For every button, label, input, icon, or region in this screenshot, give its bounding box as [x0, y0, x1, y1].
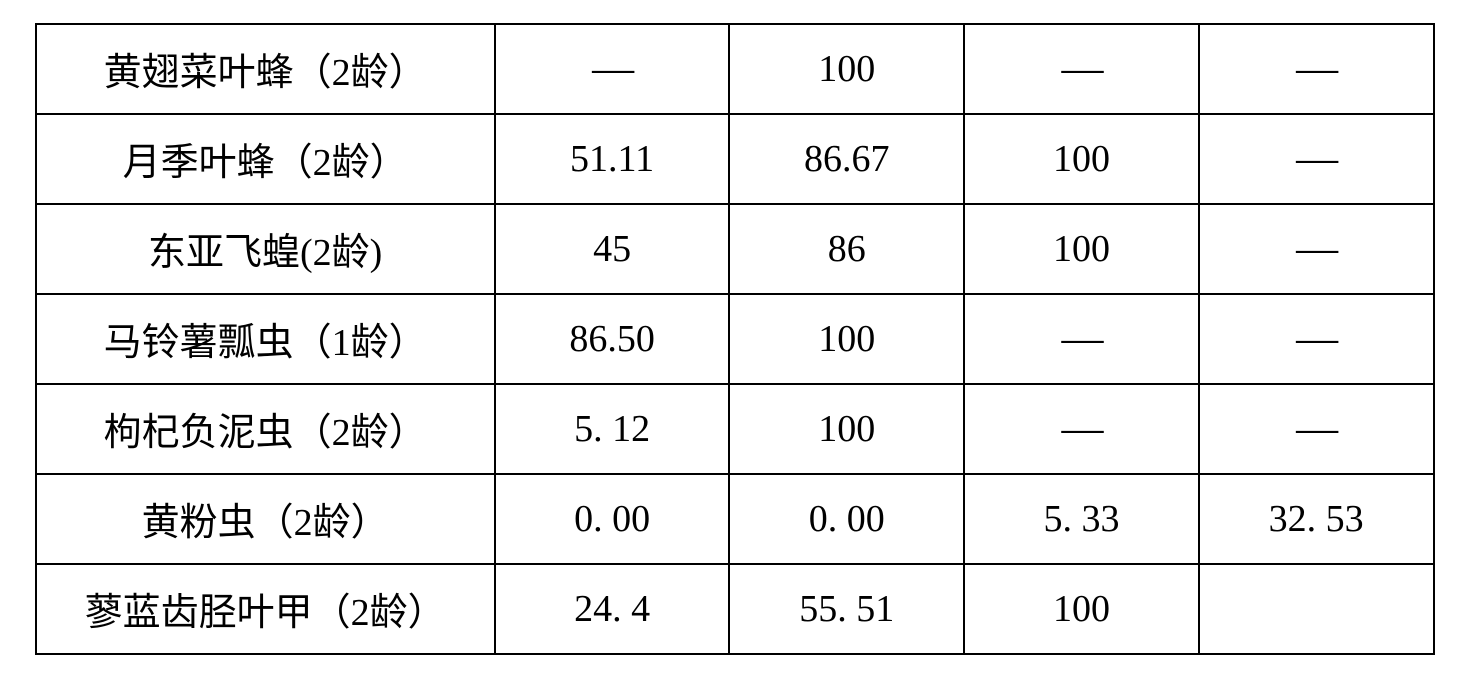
data-cell: —	[1199, 294, 1434, 384]
data-cell: —	[1199, 114, 1434, 204]
table-row: 月季叶蜂（2龄） 51.11 86.67 100 —	[36, 114, 1434, 204]
data-cell: —	[964, 384, 1199, 474]
data-cell: 100	[964, 114, 1199, 204]
data-cell: 5. 33	[964, 474, 1199, 564]
data-cell: 0. 00	[495, 474, 730, 564]
data-cell: 32. 53	[1199, 474, 1434, 564]
table-row: 黄翅菜叶蜂（2龄） — 100 — —	[36, 24, 1434, 114]
data-cell: —	[964, 24, 1199, 114]
data-cell: 86.50	[495, 294, 730, 384]
table-row: 蓼蓝齿胫叶甲（2龄） 24. 4 55. 51 100	[36, 564, 1434, 654]
data-cell: —	[1199, 24, 1434, 114]
data-cell: —	[1199, 384, 1434, 474]
data-cell: 24. 4	[495, 564, 730, 654]
row-label: 东亚飞蝗(2龄)	[36, 204, 495, 294]
data-cell: 100	[729, 294, 964, 384]
data-cell: 100	[964, 564, 1199, 654]
data-cell: 0. 00	[729, 474, 964, 564]
data-table-container: 黄翅菜叶蜂（2龄） — 100 — — 月季叶蜂（2龄） 51.11 86.67…	[35, 23, 1435, 655]
data-cell: 100	[729, 384, 964, 474]
data-cell	[1199, 564, 1434, 654]
data-table: 黄翅菜叶蜂（2龄） — 100 — — 月季叶蜂（2龄） 51.11 86.67…	[35, 23, 1435, 655]
table-row: 枸杞负泥虫（2龄） 5. 12 100 — —	[36, 384, 1434, 474]
data-cell: 5. 12	[495, 384, 730, 474]
data-cell: 86	[729, 204, 964, 294]
row-label: 蓼蓝齿胫叶甲（2龄）	[36, 564, 495, 654]
row-label: 枸杞负泥虫（2龄）	[36, 384, 495, 474]
row-label: 马铃薯瓢虫（1龄）	[36, 294, 495, 384]
table-row: 马铃薯瓢虫（1龄） 86.50 100 — —	[36, 294, 1434, 384]
data-cell: 51.11	[495, 114, 730, 204]
data-cell: 55. 51	[729, 564, 964, 654]
row-label: 月季叶蜂（2龄）	[36, 114, 495, 204]
data-cell: 45	[495, 204, 730, 294]
data-cell: —	[1199, 204, 1434, 294]
table-row: 黄粉虫（2龄） 0. 00 0. 00 5. 33 32. 53	[36, 474, 1434, 564]
row-label: 黄翅菜叶蜂（2龄）	[36, 24, 495, 114]
data-cell: 100	[964, 204, 1199, 294]
row-label: 黄粉虫（2龄）	[36, 474, 495, 564]
data-cell: 86.67	[729, 114, 964, 204]
data-cell: —	[495, 24, 730, 114]
table-row: 东亚飞蝗(2龄) 45 86 100 —	[36, 204, 1434, 294]
data-cell: 100	[729, 24, 964, 114]
data-cell: —	[964, 294, 1199, 384]
